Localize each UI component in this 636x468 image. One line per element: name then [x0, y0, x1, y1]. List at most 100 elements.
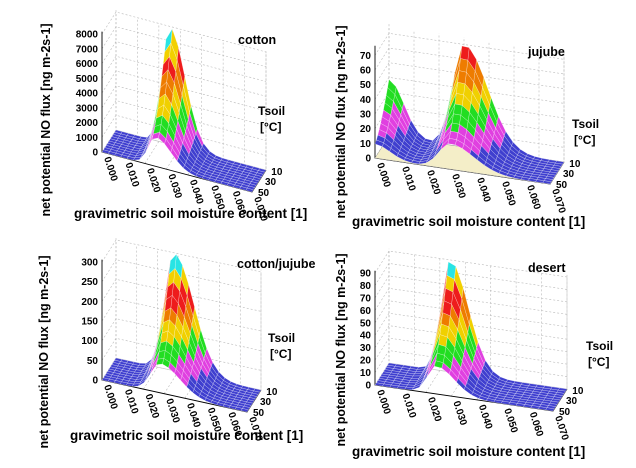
z-tick-label: 80 — [360, 281, 372, 292]
z-tick-label: 0 — [92, 376, 98, 387]
gridline — [101, 55, 267, 97]
t-tick-label: 50 — [559, 407, 571, 418]
gridline — [374, 47, 565, 75]
gridline — [374, 337, 568, 365]
tsoil-unit: [°C] — [574, 133, 595, 147]
gridline — [101, 70, 267, 112]
y-axis-label: net potential NO flux [ng m-2s-1] — [39, 23, 53, 216]
z-tick-label: 200 — [81, 297, 98, 308]
t-tick-label: 30 — [265, 177, 277, 188]
surface-cell — [156, 358, 165, 365]
chart-title: jujube — [527, 45, 565, 59]
z-tick-label: 0 — [365, 381, 371, 392]
x-tick-label: 0.000 — [101, 156, 119, 184]
gridline — [425, 258, 441, 393]
gridline — [101, 337, 262, 371]
y-axis-label: net potential NO flux [ng m-2s-1] — [37, 255, 51, 448]
z-tick-label: 40 — [360, 331, 372, 342]
gridline — [101, 278, 262, 312]
gridline — [374, 33, 565, 60]
x-tick-label: 0.010 — [400, 392, 418, 420]
z-tick-label: 50 — [87, 356, 99, 367]
surface-cell — [460, 45, 470, 61]
z-tick-label: 50 — [360, 318, 372, 329]
x-tick-label: 0.020 — [425, 396, 443, 424]
t-tick-label: 10 — [572, 386, 584, 397]
z-tick-label: 250 — [81, 277, 98, 288]
gridline — [101, 41, 267, 82]
axis-frame — [101, 237, 117, 381]
z-tick-label: 50 — [360, 80, 372, 91]
surface-cell — [456, 82, 466, 96]
x-tick-label: 0.050 — [501, 407, 519, 435]
chart-title: cotton/jujube — [237, 257, 316, 271]
z-tick-label: 10 — [360, 368, 372, 379]
t-tick-label: 10 — [266, 387, 278, 398]
t-tick-label: 50 — [258, 188, 270, 199]
gridline — [374, 91, 565, 119]
surface-mesh — [101, 28, 267, 193]
x-tick-label: 0.070 — [552, 415, 570, 443]
chart-title: cotton — [238, 33, 276, 47]
gridline — [143, 249, 158, 390]
gridline — [374, 288, 568, 315]
gridline — [101, 85, 267, 127]
x-tick-label: 0.000 — [374, 162, 392, 190]
z-tick-label: 90 — [360, 269, 372, 280]
z-tick-label: 0 — [92, 148, 98, 159]
surface-cell — [451, 113, 462, 125]
x-tick-label: 0.030 — [449, 173, 467, 201]
gridline — [101, 239, 262, 273]
surface-cell — [450, 122, 460, 133]
y-axis-label: net potential NO flux [ng m-2s-1] — [334, 253, 348, 446]
z-tick-label: 30 — [360, 343, 372, 354]
x-tick-label: 0.040 — [474, 176, 492, 204]
x-tick-label: 0.030 — [450, 400, 468, 428]
x-tick-label: 0.020 — [143, 393, 161, 421]
tsoil-label: Tsoil — [572, 117, 599, 131]
z-tick-label: 40 — [360, 95, 372, 106]
gridline — [101, 259, 262, 292]
axis-frame — [388, 274, 568, 390]
x-axis-label: gravimetric soil moisture content [1] — [70, 428, 303, 443]
tsoil-unit: [°C] — [270, 347, 291, 361]
z-tick-label: 30 — [360, 110, 372, 121]
gridline — [101, 26, 267, 68]
x-tick-label: 0.040 — [184, 402, 202, 430]
surface-mesh — [101, 253, 262, 413]
z-tick-label: 6000 — [76, 59, 99, 70]
z-tick-label: 100 — [81, 336, 98, 347]
t-tick-label: 50 — [253, 408, 265, 419]
chart-panel-3: 0 50 100 150 200 250 300 0.000 0.010 0.020 0.030 0.… — [37, 237, 316, 449]
gridline — [374, 250, 568, 278]
gridline — [184, 258, 200, 399]
x-tick-label: 0.040 — [476, 403, 494, 431]
z-tick-label: 20 — [360, 124, 372, 135]
z-tick-label: 4000 — [76, 89, 99, 100]
x-tick-label: 0.020 — [144, 167, 162, 195]
x-tick-label: 0.000 — [374, 389, 392, 417]
tsoil-label: Tsoil — [586, 339, 613, 353]
gridline — [374, 312, 568, 340]
z-tick-label: 150 — [81, 317, 98, 328]
z-tick-label: 3000 — [76, 103, 99, 114]
gridline — [374, 62, 565, 89]
gridline — [101, 100, 267, 141]
x-axis-label: gravimetric soil moisture content [1] — [74, 206, 307, 221]
x-axis-label: gravimetric soil moisture content [1] — [352, 444, 585, 459]
t-tick-label: 10 — [271, 167, 283, 178]
z-tick-label: 20 — [360, 356, 372, 367]
x-tick-label: 0.010 — [123, 161, 141, 189]
tsoil-label: Tsoil — [258, 104, 285, 118]
gridline — [374, 263, 568, 290]
surface-cell — [447, 138, 457, 146]
gridline — [374, 325, 568, 352]
surface-cell — [457, 70, 467, 85]
z-tick-label: 0 — [365, 154, 371, 165]
x-tick-label: 0.000 — [101, 384, 119, 412]
chart-title: desert — [528, 261, 566, 275]
gridline — [374, 251, 390, 386]
y-axis-label: net potential NO flux [ng m-2s-1] — [334, 25, 348, 218]
